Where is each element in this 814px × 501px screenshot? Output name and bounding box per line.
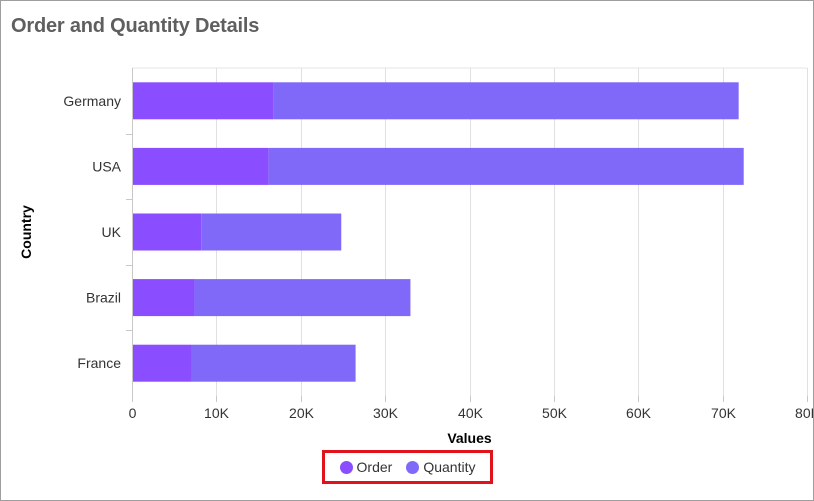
- y-tick-label: Germany: [63, 93, 121, 109]
- y-tick-label: France: [77, 355, 121, 371]
- y-tick-label: Brazil: [86, 290, 121, 306]
- bar-order-brazil[interactable]: [132, 279, 195, 317]
- bar-quantity-brazil[interactable]: [194, 279, 411, 317]
- x-tick-label: 40K: [458, 405, 484, 421]
- x-tick-label: 80K: [795, 405, 813, 421]
- x-tick-label: 0: [129, 405, 137, 421]
- bar-series: [132, 82, 744, 382]
- x-tick-label: 50K: [542, 405, 568, 421]
- y-axis-title: Country: [18, 205, 34, 259]
- bar-order-usa[interactable]: [132, 147, 269, 185]
- bar-quantity-uk[interactable]: [201, 213, 342, 251]
- x-tick-label: 20K: [289, 405, 315, 421]
- legend-marker-icon: [406, 460, 420, 474]
- grid-lines: [132, 67, 808, 396]
- bar-order-uk[interactable]: [132, 213, 202, 251]
- legend-item-order[interactable]: Order: [339, 459, 393, 475]
- chart-title: Order and Quantity Details: [11, 15, 260, 37]
- bar-quantity-usa[interactable]: [268, 147, 744, 185]
- legend-label: Quantity: [423, 459, 476, 475]
- bar-quantity-germany[interactable]: [273, 82, 739, 120]
- y-tick-label: USA: [92, 158, 121, 174]
- bar-order-france[interactable]: [132, 344, 192, 382]
- legend: Order Quantity: [322, 450, 493, 484]
- axes: 0 10K 20K 30K 40K 50K 60K 70K 80K Germany USA UK Bra…: [63, 68, 813, 421]
- y-tick-label: UK: [102, 224, 122, 240]
- legend-label: Order: [356, 459, 393, 475]
- legend-marker-icon: [339, 460, 353, 474]
- x-tick-label: 30K: [373, 405, 399, 421]
- legend-item-quantity[interactable]: Quantity: [406, 459, 475, 475]
- bar-quantity-france[interactable]: [191, 344, 356, 382]
- x-tick-label: 60K: [626, 405, 652, 421]
- x-tick-label: 10K: [204, 405, 230, 421]
- x-tick-label: 70K: [711, 405, 737, 421]
- x-axis-title: Values: [447, 430, 492, 446]
- bar-order-germany[interactable]: [132, 82, 274, 120]
